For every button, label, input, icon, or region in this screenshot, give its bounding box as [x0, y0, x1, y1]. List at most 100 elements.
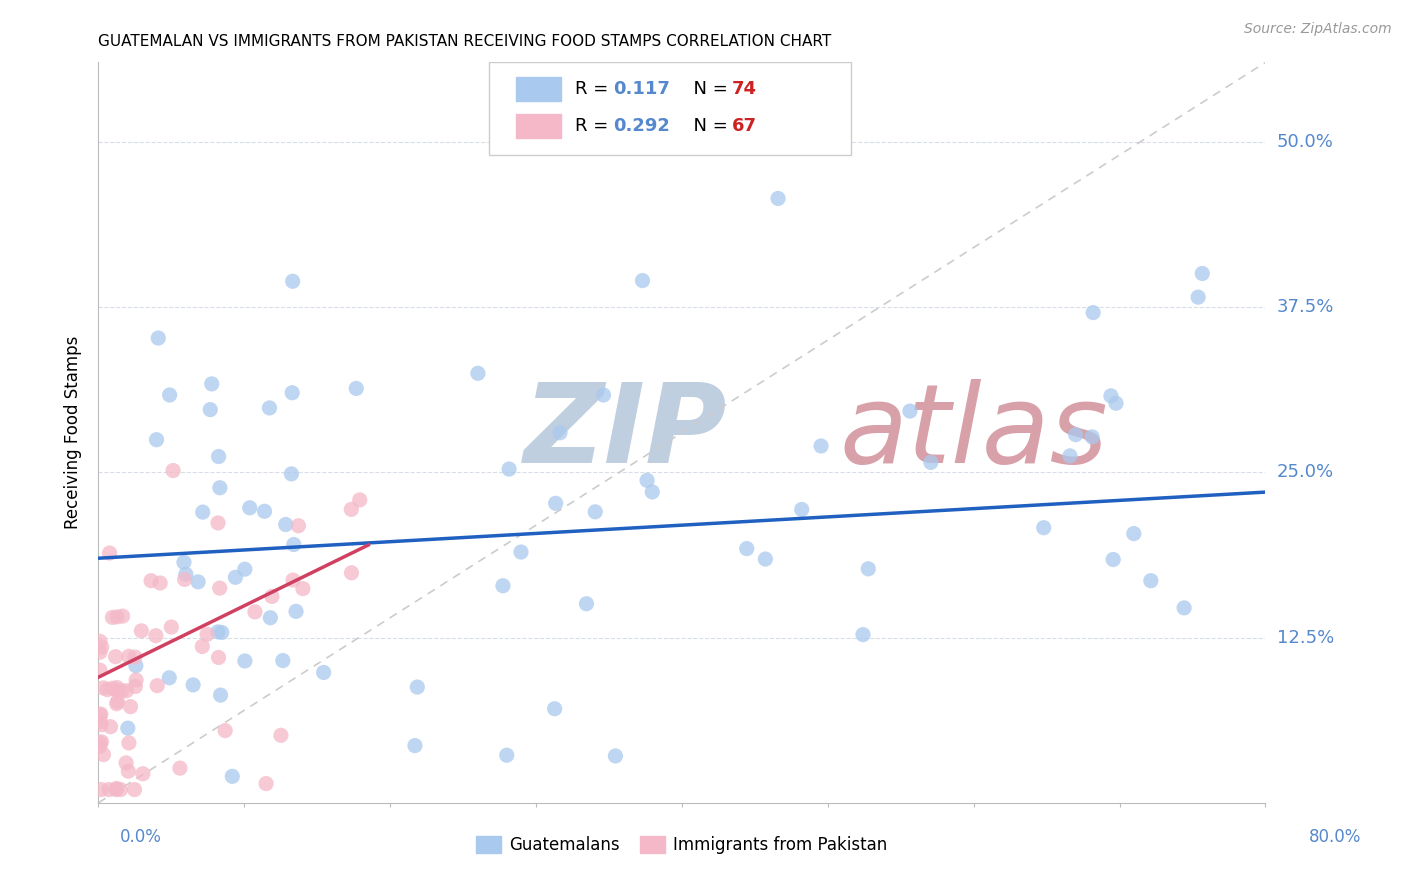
Point — [191, 640, 214, 654]
Point — [641, 484, 664, 499]
Point — [858, 562, 880, 576]
Text: 25.0%: 25.0% — [1277, 463, 1334, 482]
Point — [214, 723, 236, 738]
Point — [208, 581, 231, 595]
Point — [1122, 526, 1144, 541]
Text: GUATEMALAN VS IMMIGRANTS FROM PAKISTAN RECEIVING FOOD STAMPS CORRELATION CHART: GUATEMALAN VS IMMIGRANTS FROM PAKISTAN R… — [98, 34, 832, 49]
Point — [207, 516, 229, 530]
Point — [404, 739, 426, 753]
Point — [115, 756, 138, 770]
Point — [259, 401, 281, 415]
Point — [191, 505, 214, 519]
Point — [406, 680, 429, 694]
Point — [160, 620, 183, 634]
Point — [575, 597, 598, 611]
Point — [233, 562, 256, 576]
Text: Source: ZipAtlas.com: Source: ZipAtlas.com — [1244, 22, 1392, 37]
Point — [274, 517, 297, 532]
Point — [91, 681, 114, 695]
Point — [636, 474, 658, 488]
Point — [810, 439, 832, 453]
Point — [852, 627, 875, 641]
Point — [118, 736, 141, 750]
Point — [118, 649, 141, 664]
Point — [495, 748, 517, 763]
Point — [107, 695, 129, 709]
Point — [208, 481, 231, 495]
Point — [104, 649, 127, 664]
Text: N =: N = — [682, 79, 734, 98]
Point — [89, 663, 111, 677]
Point — [271, 654, 294, 668]
Point — [181, 678, 204, 692]
FancyBboxPatch shape — [516, 77, 561, 101]
Point — [157, 671, 180, 685]
Point — [187, 574, 209, 589]
Text: 12.5%: 12.5% — [1277, 629, 1334, 647]
Point — [145, 433, 167, 447]
FancyBboxPatch shape — [489, 62, 851, 155]
Point — [260, 590, 283, 604]
Point — [96, 682, 118, 697]
Point — [90, 735, 112, 749]
Point — [1081, 430, 1104, 444]
Point — [498, 462, 520, 476]
Text: 67: 67 — [733, 117, 756, 135]
Point — [146, 679, 169, 693]
Point — [790, 502, 813, 516]
Point — [1105, 396, 1128, 410]
Point — [280, 467, 302, 481]
Point — [243, 605, 266, 619]
Point — [340, 502, 363, 516]
Point — [211, 625, 233, 640]
Point — [239, 500, 262, 515]
Point — [101, 610, 124, 624]
Point — [920, 455, 942, 469]
Point — [105, 681, 128, 695]
Point — [124, 782, 146, 797]
Text: ZIP: ZIP — [524, 379, 728, 486]
Text: 0.292: 0.292 — [613, 117, 669, 135]
Point — [89, 739, 111, 754]
Point — [605, 748, 627, 763]
Point — [344, 381, 367, 395]
Text: R =: R = — [575, 117, 613, 135]
Point — [1173, 600, 1195, 615]
Point — [735, 541, 758, 556]
Point — [90, 706, 112, 721]
Point — [125, 658, 148, 673]
Text: 50.0%: 50.0% — [1277, 133, 1333, 151]
Point — [105, 781, 128, 796]
Point — [766, 191, 789, 205]
Point — [1099, 389, 1122, 403]
Point — [125, 673, 148, 687]
Point — [224, 570, 246, 584]
Point — [120, 699, 142, 714]
Point — [207, 650, 229, 665]
Point — [898, 404, 921, 418]
Point — [145, 629, 167, 643]
Legend: Guatemalans, Immigrants from Pakistan: Guatemalans, Immigrants from Pakistan — [470, 830, 894, 861]
Point — [117, 721, 139, 735]
Point — [90, 640, 112, 654]
Point — [132, 766, 155, 780]
Point — [97, 782, 120, 797]
Point — [312, 665, 335, 680]
Point — [548, 425, 571, 440]
Point — [93, 747, 115, 762]
Point — [124, 650, 146, 665]
Point — [285, 604, 308, 618]
Point — [583, 505, 606, 519]
Point — [105, 697, 128, 711]
Text: atlas: atlas — [839, 379, 1108, 486]
Point — [1140, 574, 1163, 588]
Point — [209, 688, 232, 702]
Point — [544, 496, 567, 510]
Point — [90, 718, 112, 732]
Point — [349, 492, 371, 507]
Point — [111, 609, 134, 624]
Text: N =: N = — [682, 117, 734, 135]
Point — [110, 782, 132, 797]
Point — [174, 567, 197, 582]
Point — [149, 576, 172, 591]
